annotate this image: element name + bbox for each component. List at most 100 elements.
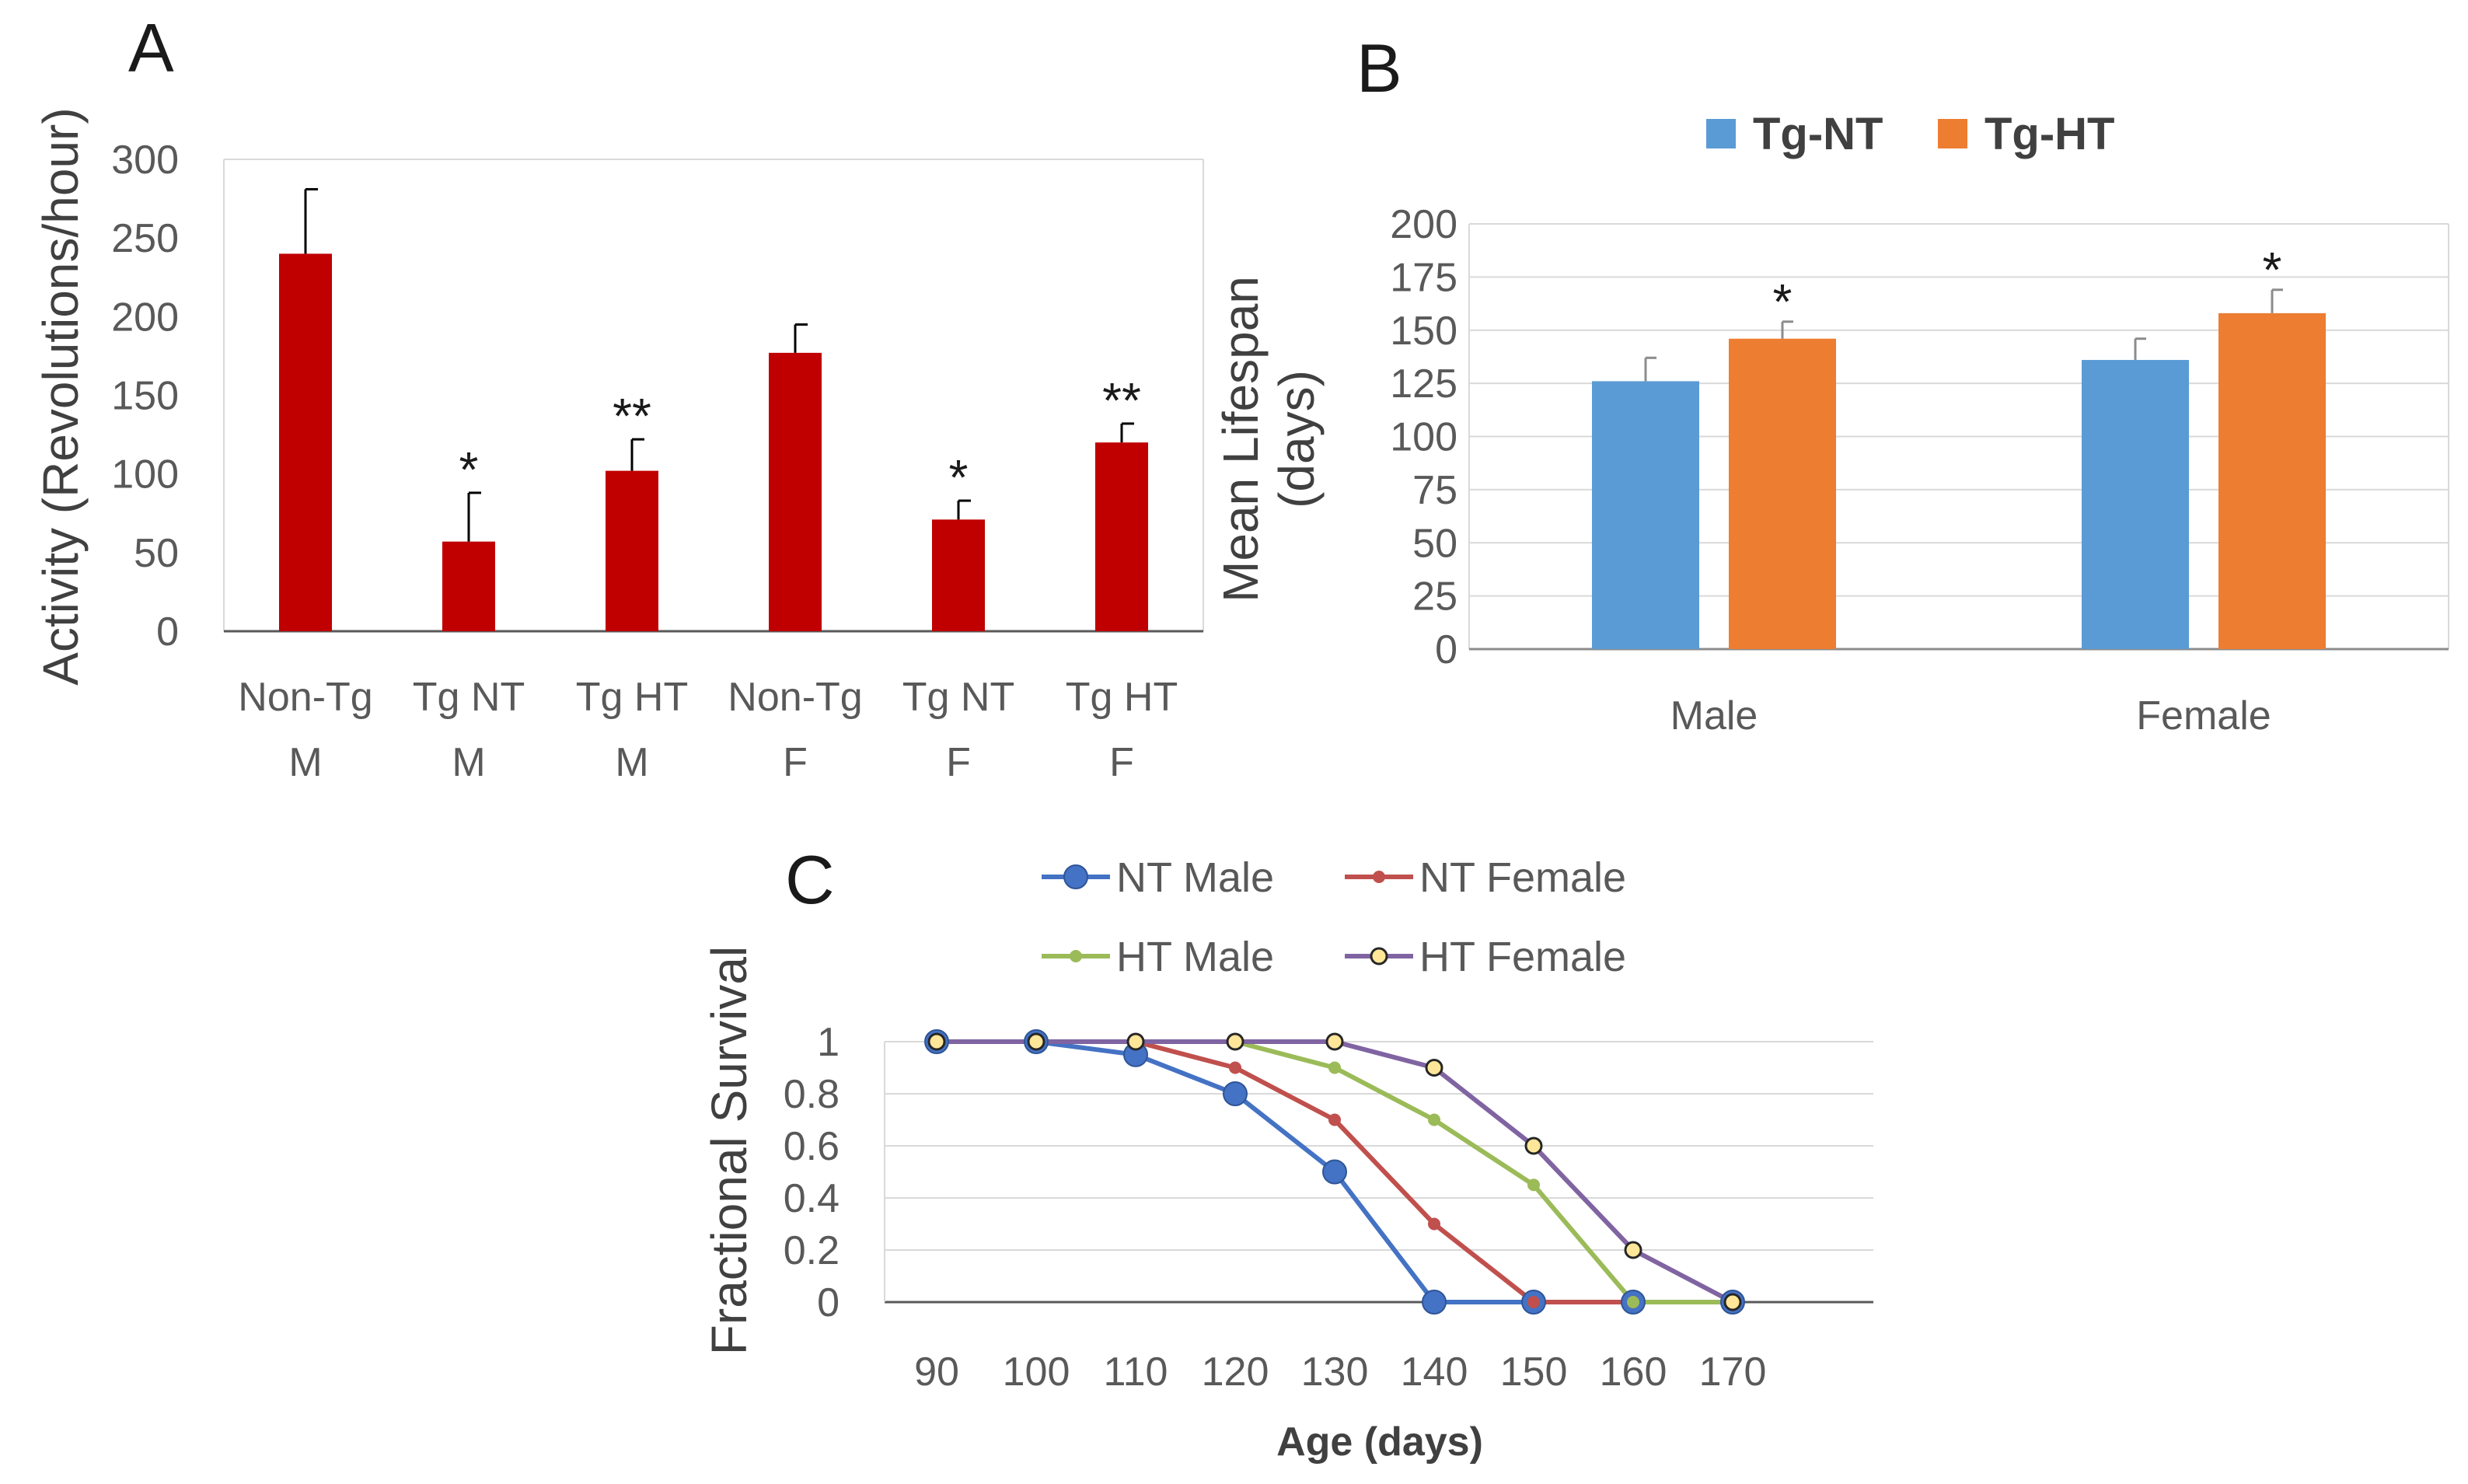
panel-a-significance: ** (1102, 372, 1141, 428)
panel-c-point (1328, 1113, 1341, 1126)
panel-a-category-line1: Non-Tg (238, 675, 372, 720)
panel-c-ytick-label: 0.6 (784, 1124, 840, 1169)
panel-c-point (1428, 1113, 1440, 1126)
panel-a-significance: * (949, 449, 969, 505)
panel-c-legend-marker (1373, 871, 1385, 883)
panel-a-category-line1: Tg NT (902, 675, 1014, 720)
panel-c-point (1428, 1217, 1440, 1231)
panel-b-bar-tg-ht (2218, 313, 2326, 649)
panel-a-chart: Activity (Revolutions/hour) 0 50 100 150 200… (33, 107, 1204, 785)
panel-a-ylabel: Activity (Revolutions/hour) (33, 107, 89, 685)
panel-b-chart: Mean Lifespan (days) 0 25 50 75 100 125 150 175… (1213, 109, 2449, 739)
panel-c-xtick-label: 120 (1202, 1350, 1269, 1395)
panel-c-point (1524, 1137, 1543, 1155)
panel-a-category-line2: F (783, 740, 808, 785)
panel-b-ylabel-line1: Mean Lifespan (1213, 276, 1269, 602)
panel-a-ytick-label: 250 (111, 216, 179, 261)
panel-c-point (1527, 1178, 1540, 1192)
panel-b-category-label: Female (2136, 693, 2271, 739)
panel-c-ytick-label: 0.4 (784, 1176, 840, 1221)
panel-c-legend-label: HT Male (1116, 934, 1274, 980)
panel-a-bar (1095, 442, 1148, 631)
panel-b-legend-swatch-tg-nt (1706, 119, 1736, 148)
panel-b-legend-label: Tg-NT (1753, 109, 1883, 159)
panel-c-xtick-label: 130 (1301, 1350, 1369, 1395)
panel-c-ylabel: Fractional Survival (701, 946, 757, 1355)
panel-a-category-line1: Non-Tg (728, 675, 862, 720)
panel-a-significance: ** (613, 388, 651, 444)
panel-c-point (1328, 1061, 1341, 1074)
panel-c-legend-marker (1370, 947, 1388, 965)
panel-a-significance: * (459, 442, 479, 498)
panel-c-legend-label: NT Female (1419, 854, 1626, 901)
panel-c-xtick-label: 90 (914, 1350, 959, 1395)
panel-c-xtick-label: 100 (1003, 1350, 1070, 1395)
panel-c-point (1325, 1032, 1344, 1051)
panel-a-category-line2: M (452, 740, 485, 785)
panel-b-ytick-label: 125 (1390, 361, 1457, 407)
panel-b-bar-tg-nt (2082, 360, 2189, 649)
panel-c-point (1322, 1159, 1347, 1185)
panel-a-ytick-label: 200 (111, 295, 179, 340)
panel-a-category-line2: F (946, 740, 971, 785)
panel-b-ytick-label: 100 (1390, 415, 1457, 460)
panel-a-category-line2: F (1109, 740, 1134, 785)
panel-c-xtick-label: 170 (1699, 1350, 1767, 1395)
panel-c-xtick-label: 160 (1600, 1350, 1667, 1395)
panel-c-point (1226, 1032, 1244, 1051)
panel-b-legend-swatch-tg-ht (1938, 119, 1967, 148)
panel-b-bar-tg-nt (1592, 381, 1699, 649)
panel-c-xtick-label: 150 (1500, 1350, 1568, 1395)
panel-b-ytick-label: 50 (1412, 521, 1457, 566)
panel-c-point (1027, 1032, 1045, 1051)
panel-c-point (1425, 1059, 1443, 1077)
panel-c-ytick-label: 0 (817, 1280, 840, 1325)
panel-c-point (1624, 1241, 1642, 1259)
panel-b-category-label: Male (1670, 693, 1758, 739)
panel-b-ytick-label: 0 (1435, 627, 1457, 672)
panel-a-bar (442, 541, 495, 631)
panel-c-point (1527, 1296, 1540, 1308)
panel-c-point (1229, 1061, 1241, 1074)
panel-a-category-line2: M (288, 740, 322, 785)
panel-c-legend-label: HT Female (1419, 934, 1626, 980)
panel-b-legend-label: Tg-HT (1985, 109, 2115, 159)
panel-a-bar (769, 352, 822, 631)
panel-letter-a: A (128, 9, 174, 86)
panel-b-ytick-label: 25 (1412, 574, 1457, 620)
panel-b-ytick-label: 150 (1390, 309, 1457, 354)
panel-c-point (1126, 1032, 1145, 1051)
panel-letter-b: B (1356, 30, 1402, 106)
panel-c-ytick-label: 1 (817, 1020, 840, 1065)
panel-b-ytick-label: 175 (1390, 255, 1457, 300)
panel-c-xtick-label: 110 (1104, 1350, 1168, 1395)
panel-c-point (1627, 1296, 1639, 1308)
panel-c-legend-label: NT Male (1116, 854, 1274, 901)
panel-c-ytick-label: 0.2 (784, 1228, 840, 1273)
panel-b-bar-tg-ht (1729, 338, 1836, 649)
panel-a-ytick-label: 50 (134, 531, 179, 576)
panel-c-ytick-label: 0.8 (784, 1072, 840, 1117)
panel-a-bar (279, 253, 332, 631)
panel-b-significance: * (2263, 242, 2282, 298)
panel-c-xlabel: Age (days) (1276, 1419, 1483, 1465)
panel-a-ytick-label: 150 (111, 374, 179, 419)
panel-b-ytick-label: 75 (1412, 468, 1457, 513)
panel-a-bar (606, 470, 658, 631)
panel-a-category-line1: Tg NT (413, 675, 525, 720)
panel-c-chart: Fractional Survival Age (days) 0 0.2 0.4 0.… (701, 854, 1873, 1465)
panel-b-significance: * (1773, 274, 1793, 330)
panel-letter-c: C (785, 841, 835, 918)
panel-c-legend-marker (1063, 864, 1088, 889)
panel-b-ytick-label: 200 (1390, 202, 1457, 247)
panel-a-category-line1: Tg HT (1066, 675, 1178, 720)
panel-c-legend-marker (1070, 950, 1082, 962)
panel-c-point (1223, 1081, 1248, 1106)
panel-b-ylabel-line2: (days) (1269, 370, 1325, 508)
panel-c-point (1422, 1290, 1447, 1315)
panel-c-xtick-label: 140 (1401, 1350, 1468, 1395)
panel-c-point (1723, 1293, 1742, 1311)
panel-a-ytick-label: 0 (156, 609, 179, 655)
panel-a-category-line1: Tg HT (576, 675, 688, 720)
